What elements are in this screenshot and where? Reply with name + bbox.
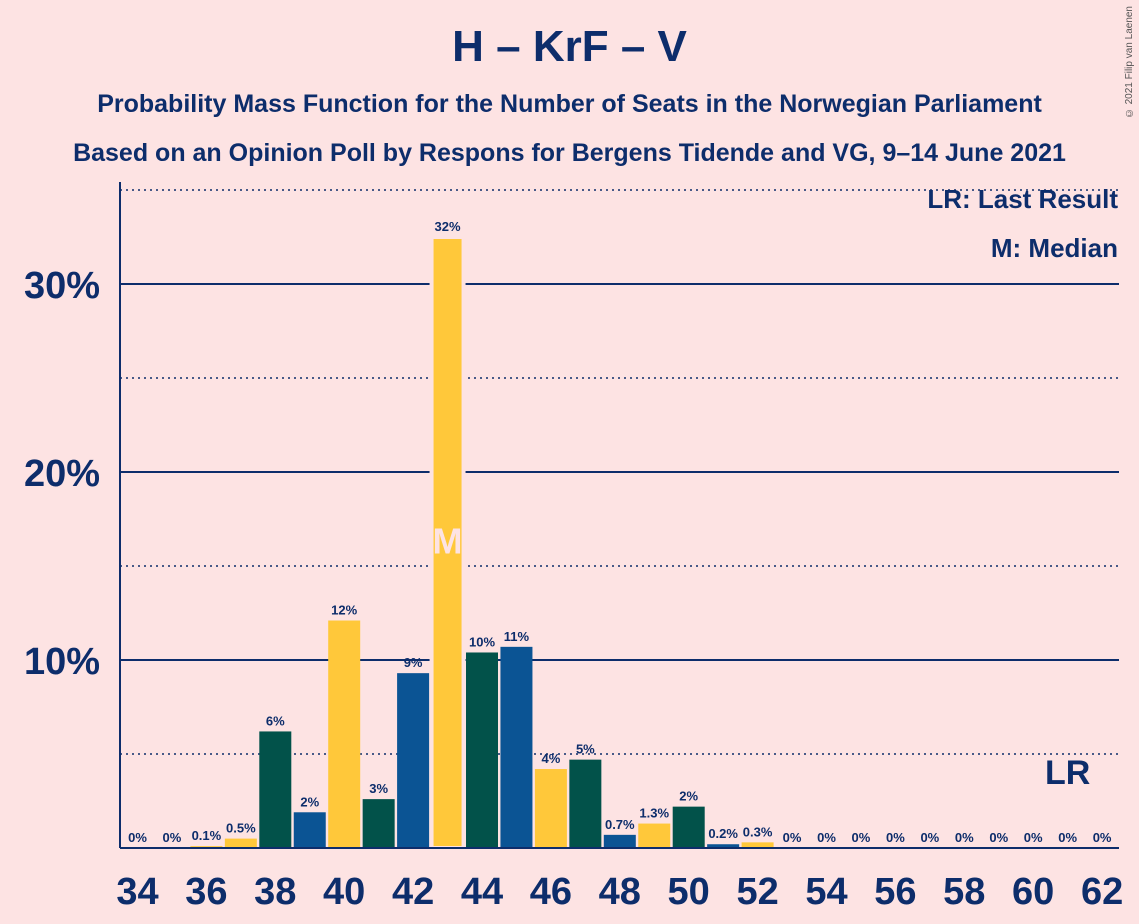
x-tick-label: 42	[392, 871, 434, 913]
bar	[500, 646, 533, 848]
y-tick-label: 10%	[24, 641, 100, 683]
bar	[707, 844, 740, 848]
bar	[603, 834, 636, 848]
bar-value-label: 4%	[542, 751, 561, 766]
bar	[638, 823, 671, 848]
bar-value-label: 0%	[1024, 830, 1043, 845]
x-tick-label: 40	[323, 871, 365, 913]
bar-value-label: 0%	[128, 830, 147, 845]
bar	[397, 673, 430, 848]
x-tick-label: 36	[185, 871, 227, 913]
bar-value-label: 5%	[576, 742, 595, 757]
x-tick-label: 60	[1012, 871, 1054, 913]
bar-value-label: 0%	[920, 830, 939, 845]
bar-value-label: 1.3%	[639, 806, 669, 821]
legend-last-result: LR: Last Result	[927, 184, 1118, 214]
bar	[534, 769, 567, 848]
bar-value-label: 0.2%	[708, 826, 738, 841]
bar-value-label: 0%	[783, 830, 802, 845]
bar-value-label: 3%	[369, 781, 388, 796]
x-tick-label: 38	[254, 871, 296, 913]
bar	[672, 806, 705, 848]
x-tick-label: 34	[116, 871, 158, 913]
y-tick-label: 20%	[24, 453, 100, 495]
bar-value-label: 12%	[331, 603, 357, 618]
bar-value-label: 11%	[504, 629, 530, 644]
bar-value-label: 2%	[679, 789, 698, 804]
x-tick-label: 44	[461, 871, 503, 913]
bar	[259, 731, 292, 848]
legend-median: M: Median	[990, 233, 1118, 263]
bar	[293, 812, 326, 848]
bar-value-label: 0.1%	[192, 828, 222, 843]
x-tick-label: 58	[943, 871, 985, 913]
bar	[466, 652, 498, 848]
bar	[429, 235, 466, 850]
bar-value-label: 6%	[266, 713, 285, 728]
y-tick-label: 30%	[24, 265, 100, 307]
bar-value-label: 0.7%	[605, 817, 635, 832]
last-result-marker: LR	[1045, 754, 1090, 792]
x-tick-label: 48	[599, 871, 641, 913]
bar	[741, 842, 774, 848]
x-tick-label: 50	[668, 871, 710, 913]
chart-subtitle-2: Based on an Opinion Poll by Respons for …	[73, 139, 1066, 167]
bar-value-label: 0%	[1093, 830, 1112, 845]
bar	[328, 620, 361, 848]
bar-value-label: 0%	[163, 830, 182, 845]
bar	[362, 799, 395, 848]
x-tick-label: 52	[736, 871, 778, 913]
bar-value-label: 0%	[886, 830, 905, 845]
chart-subtitle-1: Probability Mass Function for the Number…	[97, 90, 1042, 118]
bar	[569, 759, 602, 848]
x-tick-label: 62	[1081, 871, 1123, 913]
bar-value-label: 0%	[817, 830, 836, 845]
bar	[224, 838, 257, 848]
bar-value-label: 0%	[1058, 830, 1077, 845]
bar-value-label: 0.3%	[743, 824, 773, 839]
x-tick-label: 46	[530, 871, 572, 913]
median-marker: M	[433, 521, 463, 562]
bar-value-label: 32%	[435, 219, 461, 234]
bar-value-label: 0%	[852, 830, 871, 845]
x-tick-label: 56	[874, 871, 916, 913]
bar-value-label: 10%	[469, 634, 495, 649]
bar-value-label: 0.5%	[226, 821, 256, 836]
bar-value-label: 0%	[955, 830, 974, 845]
bar-value-label: 9%	[404, 655, 423, 670]
bar-value-label: 2%	[300, 794, 319, 809]
chart-title: H – KrF – V	[452, 22, 687, 71]
x-tick-label: 54	[805, 871, 847, 913]
bar-value-label: 0%	[989, 830, 1008, 845]
